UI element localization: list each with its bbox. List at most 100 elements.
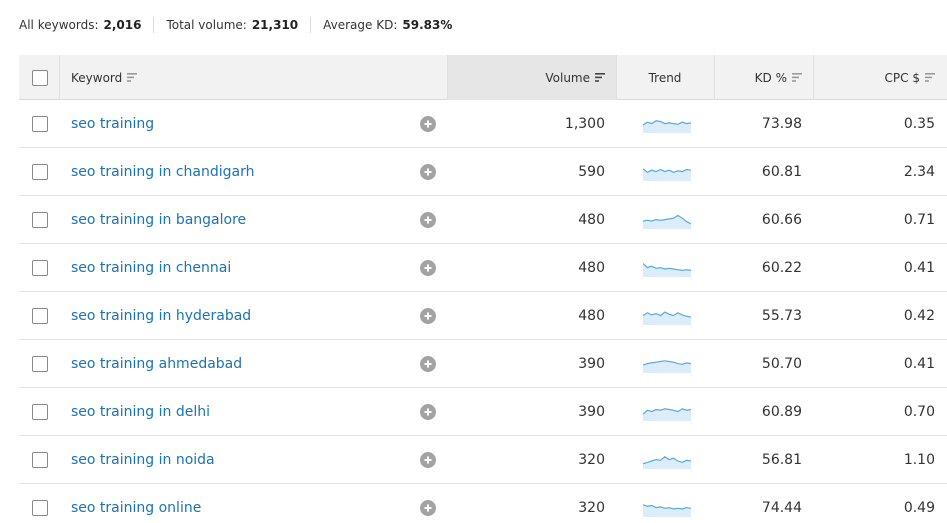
header-trend: Trend (616, 55, 714, 100)
row-checkbox[interactable] (32, 116, 48, 132)
total-volume-label: Total volume: (166, 18, 247, 32)
plus-circle-icon[interactable] (420, 356, 436, 372)
table-row: seo training online 320 74.44 0.49 (19, 484, 947, 523)
header-cpc[interactable]: CPC $ (813, 55, 935, 100)
volume-cell: 1,300 (564, 116, 605, 132)
keyword-cell: seo training in hyderabad (71, 292, 251, 340)
plus-circle-icon[interactable] (420, 452, 436, 468)
plus-circle-icon[interactable] (420, 404, 436, 420)
plus-circle-icon[interactable] (420, 260, 436, 276)
header-volume[interactable]: Volume (448, 55, 605, 100)
trend-cell (643, 148, 691, 196)
volume-cell: 480 (578, 308, 605, 324)
summary-total-volume: Total volume: 21,310 (166, 18, 298, 32)
keyword-link[interactable]: seo training in bangalore (71, 212, 247, 228)
plus-circle-icon[interactable] (420, 500, 436, 516)
sort-icon[interactable] (595, 71, 605, 85)
add-cell (420, 196, 436, 244)
header-select-all (32, 55, 48, 100)
trend-cell (643, 196, 691, 244)
kd-cell: 60.66 (761, 212, 802, 228)
keyword-link[interactable]: seo training in hyderabad (71, 308, 252, 324)
sort-icon[interactable] (792, 71, 802, 85)
table-row: seo training 1,300 73.98 0.35 (19, 100, 947, 148)
header-kd[interactable]: KD % (714, 55, 802, 100)
header-divider (813, 55, 814, 100)
header-divider (714, 55, 715, 100)
kd-column-label: KD % (754, 70, 787, 85)
volume-cell: 320 (578, 452, 605, 468)
row-checkbox-cell (32, 436, 48, 484)
row-checkbox[interactable] (32, 356, 48, 372)
trend-sparkline (643, 168, 691, 181)
keyword-link[interactable]: seo training online (71, 500, 202, 516)
keyword-link[interactable]: seo training in noida (71, 452, 215, 468)
keyword-cell: seo training (71, 100, 154, 148)
row-checkbox[interactable] (32, 212, 48, 228)
row-checkbox-cell (32, 484, 48, 523)
plus-circle-icon[interactable] (420, 116, 436, 132)
row-checkbox-cell (32, 388, 48, 436)
plus-circle-icon[interactable] (420, 308, 436, 324)
row-checkbox[interactable] (32, 308, 48, 324)
kd-cell: 74.44 (761, 500, 802, 516)
kd-cell: 60.22 (761, 260, 802, 276)
table-row: seo training in hyderabad 480 55.73 0.42 (19, 292, 947, 340)
row-checkbox[interactable] (32, 500, 48, 516)
summary-divider (153, 17, 155, 33)
cpc-cell: 0.35 (903, 116, 935, 132)
cpc-cell: 0.41 (903, 260, 935, 276)
trend-line (643, 408, 691, 415)
trend-cell (643, 100, 691, 148)
kd-cell: 73.98 (761, 116, 802, 132)
row-checkbox[interactable] (32, 452, 48, 468)
average-kd-value: 59.83% (402, 18, 453, 32)
add-cell (420, 292, 436, 340)
row-checkbox-cell (32, 340, 48, 388)
trend-cell (643, 292, 691, 340)
keyword-link[interactable]: seo training in chennai (71, 260, 232, 276)
sort-icon[interactable] (925, 71, 935, 85)
all-keywords-value: 2,016 (103, 18, 142, 32)
cpc-cell: 0.70 (903, 404, 935, 420)
add-cell (420, 484, 436, 523)
trend-area (643, 263, 691, 277)
trend-line (643, 360, 691, 366)
select-all-checkbox[interactable] (32, 69, 48, 86)
table-row: seo training in chennai 480 60.22 0.41 (19, 244, 947, 292)
keyword-link[interactable]: seo training ahmedabad (71, 356, 243, 372)
table-row: seo training in bangalore 480 60.66 0.71 (19, 196, 947, 244)
trend-area (643, 456, 691, 469)
trend-line (643, 504, 691, 510)
row-checkbox[interactable] (32, 164, 48, 180)
cpc-cell: 0.71 (903, 212, 935, 228)
plus-circle-icon[interactable] (420, 164, 436, 180)
trend-sparkline (643, 504, 691, 517)
kd-cell: 56.81 (761, 452, 802, 468)
row-checkbox[interactable] (32, 260, 48, 276)
trend-line (643, 120, 691, 126)
kd-cell: 55.73 (761, 308, 802, 324)
plus-circle-icon[interactable] (420, 212, 436, 228)
header-keyword[interactable]: Keyword (71, 55, 138, 100)
trend-line (643, 168, 691, 174)
keyword-link[interactable]: seo training in chandigarh (71, 164, 255, 180)
trend-cell (643, 244, 691, 292)
trend-sparkline (643, 311, 691, 325)
cpc-cell: 0.42 (903, 308, 935, 324)
kd-cell: 50.70 (761, 356, 802, 372)
summary-divider (310, 17, 312, 33)
keyword-link[interactable]: seo training (71, 116, 155, 132)
trend-cell (643, 484, 691, 523)
sort-icon[interactable] (127, 71, 138, 85)
volume-column-label: Volume (545, 70, 590, 85)
trend-cell (643, 340, 691, 388)
row-checkbox[interactable] (32, 404, 48, 420)
row-checkbox-cell (32, 244, 48, 292)
keyword-cell: seo training in delhi (71, 388, 210, 436)
volume-cell: 390 (578, 356, 605, 372)
keyword-link[interactable]: seo training in delhi (71, 404, 210, 420)
summary-all-keywords: All keywords: 2,016 (19, 18, 141, 32)
trend-sparkline (643, 360, 691, 373)
header-divider (616, 55, 617, 100)
